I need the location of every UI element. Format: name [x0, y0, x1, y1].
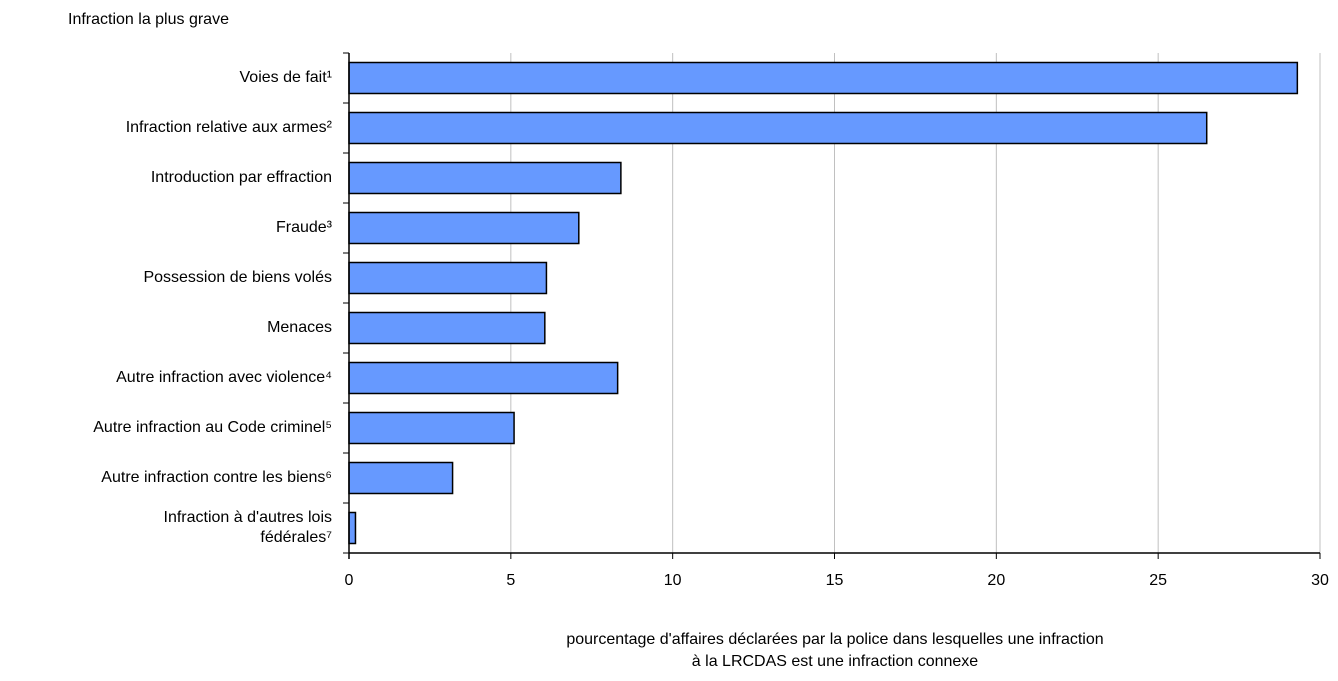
bar-2: [348, 161, 622, 195]
bar-5: [348, 311, 546, 345]
label-layer: Voies de fait¹ Infraction relative aux ar…: [93, 69, 1329, 589]
category-label-1: Infraction relative aux armes²: [126, 119, 333, 136]
bar-9: [348, 511, 357, 545]
x-tick-label-6: 30: [1311, 572, 1329, 589]
bar-6: [348, 361, 619, 395]
x-tick-label-2: 10: [664, 572, 682, 589]
category-label-0: Voies de fait¹: [240, 69, 333, 86]
category-label-7: Autre infraction au Code criminel⁵: [93, 419, 332, 436]
bar-0: [348, 61, 1299, 95]
category-label-9-line-1: fédérales⁷: [260, 529, 332, 546]
bar-8: [348, 461, 454, 495]
x-axis-title-line-1: pourcentage d'affaires déclarées par la …: [566, 631, 1103, 648]
x-tick-label-0: 0: [345, 572, 354, 589]
category-label-6: Autre infraction avec violence⁴: [116, 369, 332, 386]
x-tick-label-4: 20: [987, 572, 1005, 589]
x-tick-label-1: 5: [506, 572, 515, 589]
x-tick-label-5: 25: [1149, 572, 1167, 589]
category-label-9-line-0: Infraction à d'autres lois: [164, 509, 332, 526]
bar-3: [348, 211, 580, 245]
axis-layer: [343, 52, 1321, 559]
bar-4: [348, 261, 548, 295]
category-label-5: Menaces: [267, 319, 332, 336]
bar-layer: [348, 61, 1299, 545]
category-label-2: Introduction par effraction: [151, 169, 332, 186]
category-label-3: Fraude³: [276, 219, 333, 236]
chart-title: Infraction la plus grave: [68, 11, 229, 28]
x-tick-label-3: 15: [826, 572, 844, 589]
bar-7: [348, 411, 515, 445]
category-label-8: Autre infraction contre les biens⁶: [101, 469, 332, 486]
category-label-4: Possession de biens volés: [143, 269, 332, 286]
bar-1: [348, 111, 1208, 145]
x-axis-title-line-2: à la LRCDAS est une infraction connexe: [692, 653, 978, 670]
